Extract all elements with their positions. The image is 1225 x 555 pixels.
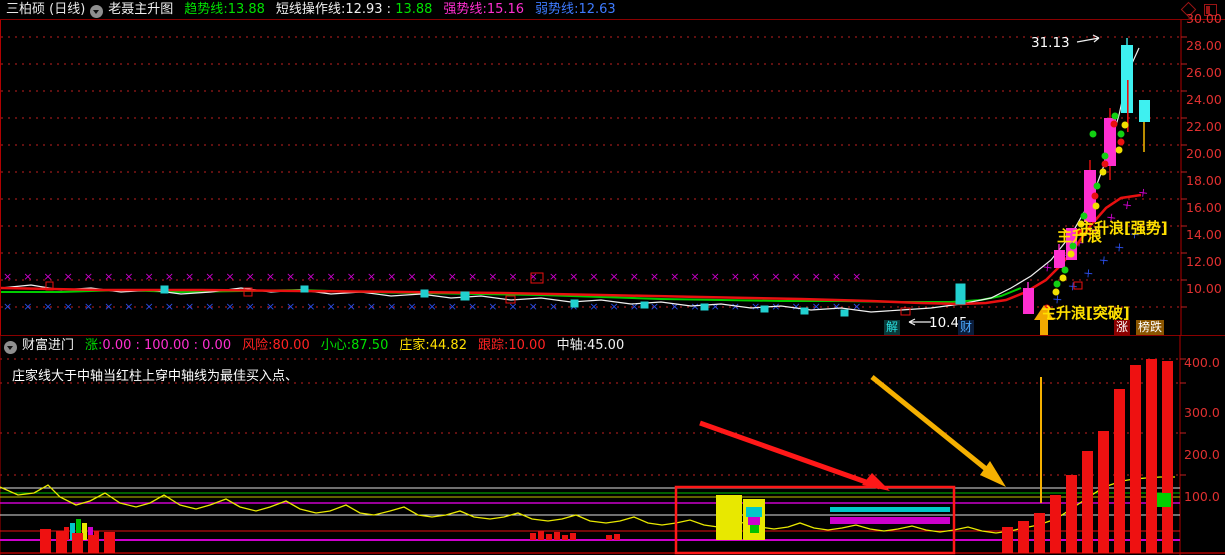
indicator-title[interactable]: 财富进门 — [22, 337, 75, 353]
price-axis-label-1: 28.00 — [1186, 38, 1222, 53]
peak-price-label: 31.13 — [1031, 35, 1070, 51]
tag-jie[interactable]: 解 — [884, 320, 901, 335]
zhuangjia-value: 44.82 — [429, 337, 467, 353]
xiaoxin-label: 小心 — [320, 337, 347, 353]
highlight-bar — [1040, 316, 1047, 336]
ma-white-line — [0, 47, 1140, 313]
price-axis-label-9: 12.00 — [1186, 254, 1222, 269]
price-axis-label-7: 16.00 — [1186, 200, 1222, 215]
genzong-label: 跟踪 — [477, 337, 504, 353]
indicator-name[interactable]: 老聂主升图 — [108, 1, 174, 17]
short-line-label: 短线操作线 — [275, 1, 341, 17]
genzong-value: 10.00 — [508, 337, 546, 353]
volume-gridlines — [0, 358, 1180, 476]
price-axis-label-8: 14.00 — [1186, 227, 1222, 242]
short-line-value-2: 13.88 — [395, 1, 433, 17]
weak-line-value: 12.63 — [578, 1, 616, 17]
selection-rectangle — [674, 485, 956, 555]
zhuangjia-curve — [0, 476, 1175, 534]
indicator-chart-svg — [0, 335, 1225, 555]
low-price-label: 10.45 — [929, 315, 968, 331]
price-gridlines — [1, 36, 1181, 308]
strong-line-label: 强势线 — [443, 1, 483, 17]
indicator-description: 庄家线大于中轴当红柱上穿中轴线为最佳买入点、 — [12, 369, 299, 384]
zhang-label: 涨 — [85, 337, 99, 353]
price-axis-label-4: 22.00 — [1186, 119, 1222, 134]
xiaoxin-value: 87.50 — [351, 337, 389, 353]
zhongzhou-value: 45.00 — [587, 337, 625, 353]
candles-flat — [45, 272, 1083, 317]
volume-ticks — [1180, 358, 1186, 476]
jingongdu-cluster — [716, 495, 765, 540]
dropdown-icon[interactable] — [90, 5, 104, 18]
svg-text:× × × × × × × × × × × × × × ×: × × × × × × × × × × × × × × × × × × × × … — [3, 270, 861, 283]
price-axis-label-6: 18.00 — [1186, 173, 1222, 188]
zhang-value: 0.00 : 100.00 : 0.00 — [102, 337, 232, 353]
title-bar: 三柏硕 (日线) 老聂主升图 趋势线 : 13.88 短线操作线 : 12.93… — [0, 0, 1225, 20]
price-axis-label-3: 24.00 — [1186, 92, 1222, 107]
price-chart-panel: × × × × × × × × × × × × × × × × × × × × … — [0, 20, 1225, 335]
volume-bars — [40, 359, 1173, 553]
volume-axis-label-0: 400.0 — [1184, 355, 1220, 370]
strong-line-value: 15.16 — [486, 1, 525, 17]
ma-red-line — [0, 193, 1142, 306]
weak-line-markers: × × × × × × × × × × × × × × × × × × × × … — [3, 300, 861, 313]
stock-name: 三柏硕 (日线) — [6, 1, 86, 17]
weak-line-label: 弱势线 — [535, 1, 575, 17]
price-pointers — [908, 34, 1100, 326]
annotation-zhushenglang: 主升浪 — [1057, 227, 1103, 245]
price-axis-label-10: 10.00 — [1186, 281, 1222, 296]
price-axis-label-2: 26.00 — [1186, 65, 1222, 80]
tag-cai[interactable]: 财 — [958, 320, 975, 335]
fengxian-label: 风险 — [242, 337, 269, 353]
fengxian-value: 80.00 — [272, 337, 310, 353]
price-axis-label-5: 20.00 — [1186, 146, 1222, 161]
price-chart-svg: × × × × × × × × × × × × × × × × × × × × … — [0, 20, 1187, 335]
volume-axis-label-3: 100.0 — [1184, 489, 1220, 504]
zhongzhou-label: 中轴 — [556, 337, 583, 353]
top-marker-box — [1157, 493, 1171, 507]
short-line-value: 12.93 — [345, 1, 383, 17]
annotation-zhushenglang-strong: 主升浪[强势] — [1079, 219, 1168, 237]
trend-line-label: 趋势线 — [184, 1, 224, 17]
price-axis-label-0: 30.00 — [1186, 11, 1222, 26]
band-magenta — [830, 517, 950, 524]
band-cyan — [830, 507, 950, 512]
svg-text:× × × × × × × × × × × × × × ×: × × × × × × × × × × × × × × × × × × × × … — [3, 300, 861, 313]
price-ticks — [1181, 36, 1187, 308]
annotation-zhushenglang-breakout: 主升浪[突破] — [1041, 304, 1130, 322]
ma-green-line — [1, 287, 1022, 303]
trend-line-value: 13.88 — [227, 1, 265, 17]
indicator-header: 财富进门 涨 : 0.00 : 100.00 : 0.00 风险 : 80.00… — [0, 335, 1225, 355]
volume-axis-label-2: 200.0 — [1184, 447, 1220, 462]
tag-bangdie[interactable]: 榜跌 — [1136, 320, 1165, 335]
dropdown-icon[interactable] — [4, 341, 17, 354]
zhuangjia-label: 庄家 — [399, 337, 426, 353]
strong-line-markers: × × × × × × × × × × × × × × × × × × × × … — [3, 270, 861, 283]
mid-red-bars — [530, 531, 620, 540]
tag-zhang[interactable]: 涨 — [1114, 320, 1131, 335]
panel-icon[interactable] — [1204, 3, 1217, 16]
volume-axis-label-1: 300.0 — [1184, 405, 1220, 420]
red-pointer-arrow — [699, 420, 890, 491]
yellow-pointer-arrow — [870, 375, 1006, 487]
indicator-panel: 财富进门 涨 : 0.00 : 100.00 : 0.00 风险 : 80.00… — [0, 335, 1225, 555]
